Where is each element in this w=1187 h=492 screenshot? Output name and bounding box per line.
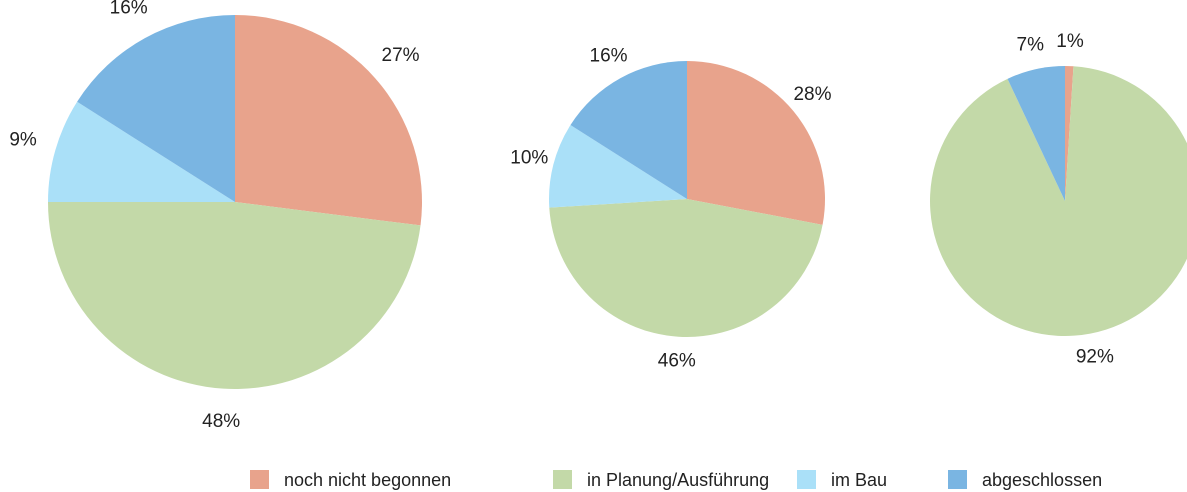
legend-swatch — [250, 470, 269, 489]
slice-label: 16% — [110, 0, 148, 19]
pie-slice — [570, 61, 687, 199]
pie-slice — [549, 199, 823, 338]
legend-label: abgeschlossen — [982, 470, 1102, 490]
slice-label: 16% — [590, 45, 628, 66]
legend-swatch — [797, 470, 816, 489]
pie-slice — [235, 15, 422, 226]
pie-slice — [930, 66, 1187, 336]
slice-label: 46% — [658, 351, 696, 372]
legend-swatch — [553, 470, 572, 489]
slice-label: 9% — [9, 129, 37, 150]
pie-slice — [48, 101, 235, 202]
slice-label: 92% — [1076, 346, 1114, 367]
slice-label: 48% — [202, 411, 240, 432]
pie-slice — [687, 61, 825, 225]
slice-label: 10% — [510, 148, 548, 169]
slice-label: 27% — [382, 45, 420, 66]
pie-slice — [1065, 66, 1074, 201]
pie-slice — [1007, 66, 1065, 201]
legend-label: in Planung/Ausführung — [587, 470, 769, 490]
pie-slice — [48, 202, 421, 390]
legend-label: noch nicht begonnen — [284, 470, 451, 490]
slice-label: 1% — [1056, 31, 1084, 52]
slice-label: 7% — [1017, 35, 1045, 56]
pie-slice — [549, 125, 687, 208]
slice-label: 28% — [793, 84, 831, 105]
legend-label: im Bau — [831, 470, 887, 490]
pie-slice — [77, 15, 235, 202]
legend-swatch — [948, 470, 967, 489]
